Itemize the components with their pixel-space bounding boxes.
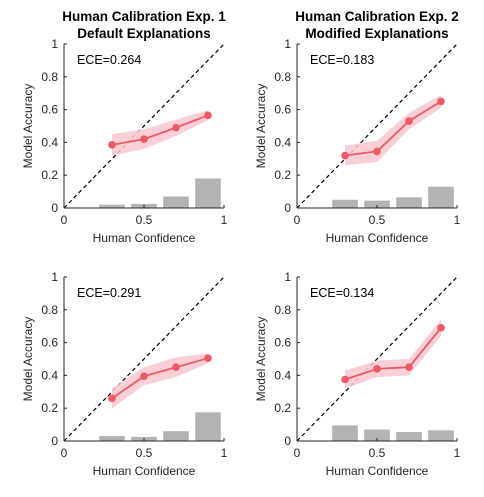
count-bar (364, 200, 390, 208)
x-tick-label: 0.5 (136, 213, 153, 227)
x-tick-label: 0 (294, 213, 301, 227)
data-point (373, 147, 381, 156)
y-tick-label: 0.8 (41, 70, 58, 84)
confidence-band (345, 319, 441, 389)
data-point (140, 372, 148, 381)
count-bar (163, 196, 189, 208)
accuracy-line (111, 114, 209, 146)
y-tick-label: 0 (51, 434, 58, 448)
data-point (405, 117, 413, 125)
y-tick-label: 0.6 (274, 103, 291, 117)
chart-title: Human Calibration Exp. 2 (295, 9, 459, 24)
y-tick-label: 1 (284, 37, 291, 51)
data-point (341, 375, 349, 384)
diagonal-reference-line (63, 276, 225, 442)
ece-annotation: ECE=0.291 (77, 286, 141, 300)
x-tick-label: 1 (221, 446, 228, 460)
count-bar (364, 429, 390, 441)
y-tick-label: 0 (51, 201, 58, 215)
count-bar (195, 178, 221, 208)
chart-panel-4: 0 0.2 0.4 0.6 0.8 1 0 0.5 1 Human Confidence Model… (254, 270, 461, 478)
diagonal-reference-line (63, 43, 225, 209)
x-tick-label: 1 (221, 213, 228, 227)
chart-panel-1: Human Calibration Exp. 1 Default Explanat… (21, 9, 228, 245)
chart-panel-2: Human Calibration Exp. 2 Modified Explana… (254, 9, 461, 245)
y-tick-label: 0.6 (41, 103, 58, 117)
confidence-band (112, 353, 208, 409)
ece-annotation: ECE=0.264 (77, 53, 141, 67)
count-bar (195, 412, 221, 441)
y-tick-label: 0.2 (274, 168, 291, 182)
accuracy-line (111, 357, 209, 400)
y-tick-label: 1 (284, 270, 291, 284)
data-point (437, 324, 445, 332)
x-axis-label: Human Confidence (326, 464, 429, 478)
diagonal-reference-line (296, 43, 458, 209)
data-point (373, 365, 381, 373)
data-point (341, 151, 349, 160)
x-tick-label: 1 (454, 213, 461, 227)
chart-panel-3: 0 0.2 0.4 0.6 0.8 1 0 0.5 1 Human Confidence Model… (21, 270, 228, 478)
ece-annotation: ECE=0.134 (310, 286, 374, 300)
x-tick-label: 0.5 (136, 446, 153, 460)
x-tick-label: 0 (61, 446, 68, 460)
data-point (405, 363, 413, 372)
y-tick-label: 0.4 (274, 368, 291, 382)
y-tick-label: 0.4 (41, 368, 58, 382)
y-tick-label: 0.8 (274, 70, 291, 84)
data-point (140, 135, 148, 143)
y-tick-label: 0 (284, 434, 291, 448)
data-point (437, 97, 445, 106)
accuracy-line (344, 327, 442, 381)
accuracy-line (344, 100, 442, 157)
y-tick-label: 0.4 (41, 135, 58, 149)
count-bar (99, 436, 125, 441)
x-tick-label: 0 (61, 213, 68, 227)
data-point (108, 141, 116, 149)
data-point (172, 363, 180, 372)
chart-subtitle: Default Explanations (77, 26, 211, 41)
ece-annotation: ECE=0.183 (310, 53, 374, 67)
y-tick-label: 0.2 (41, 401, 58, 415)
y-tick-label: 0.8 (274, 303, 291, 317)
y-axis-label: Model Accuracy (254, 317, 268, 402)
y-axis-label: Model Accuracy (21, 84, 35, 169)
chart-title: Human Calibration Exp. 1 (62, 9, 226, 24)
count-bar (332, 425, 358, 441)
x-axis-label: Human Confidence (326, 231, 429, 245)
x-tick-label: 0 (294, 446, 301, 460)
diagonal-reference-line (296, 276, 458, 442)
data-point (172, 123, 180, 132)
count-bar (163, 431, 189, 441)
y-tick-label: 0.6 (41, 336, 58, 350)
y-tick-label: 0.2 (41, 168, 58, 182)
y-tick-label: 1 (51, 37, 58, 51)
count-bar (428, 186, 454, 208)
y-axis-label: Model Accuracy (21, 317, 35, 402)
y-tick-label: 0.6 (274, 336, 291, 350)
y-tick-label: 0.8 (41, 303, 58, 317)
x-axis-label: Human Confidence (93, 464, 196, 478)
x-tick-label: 0.5 (369, 213, 386, 227)
data-point (108, 394, 116, 403)
count-bar (396, 431, 422, 441)
data-point (204, 111, 212, 120)
y-axis-label: Model Accuracy (254, 84, 268, 169)
x-tick-label: 1 (454, 446, 461, 460)
chart-subtitle: Modified Explanations (305, 26, 448, 41)
count-bar (332, 199, 358, 208)
x-axis-label: Human Confidence (93, 231, 196, 245)
confidence-band (345, 94, 441, 166)
y-tick-label: 0 (284, 201, 291, 215)
count-bar (428, 430, 454, 441)
count-bar (396, 197, 422, 208)
y-tick-label: 1 (51, 270, 58, 284)
y-tick-label: 0.2 (274, 401, 291, 415)
x-tick-label: 0.5 (369, 446, 386, 460)
y-tick-label: 0.4 (274, 135, 291, 149)
count-bar (99, 204, 125, 208)
data-point (204, 354, 212, 362)
